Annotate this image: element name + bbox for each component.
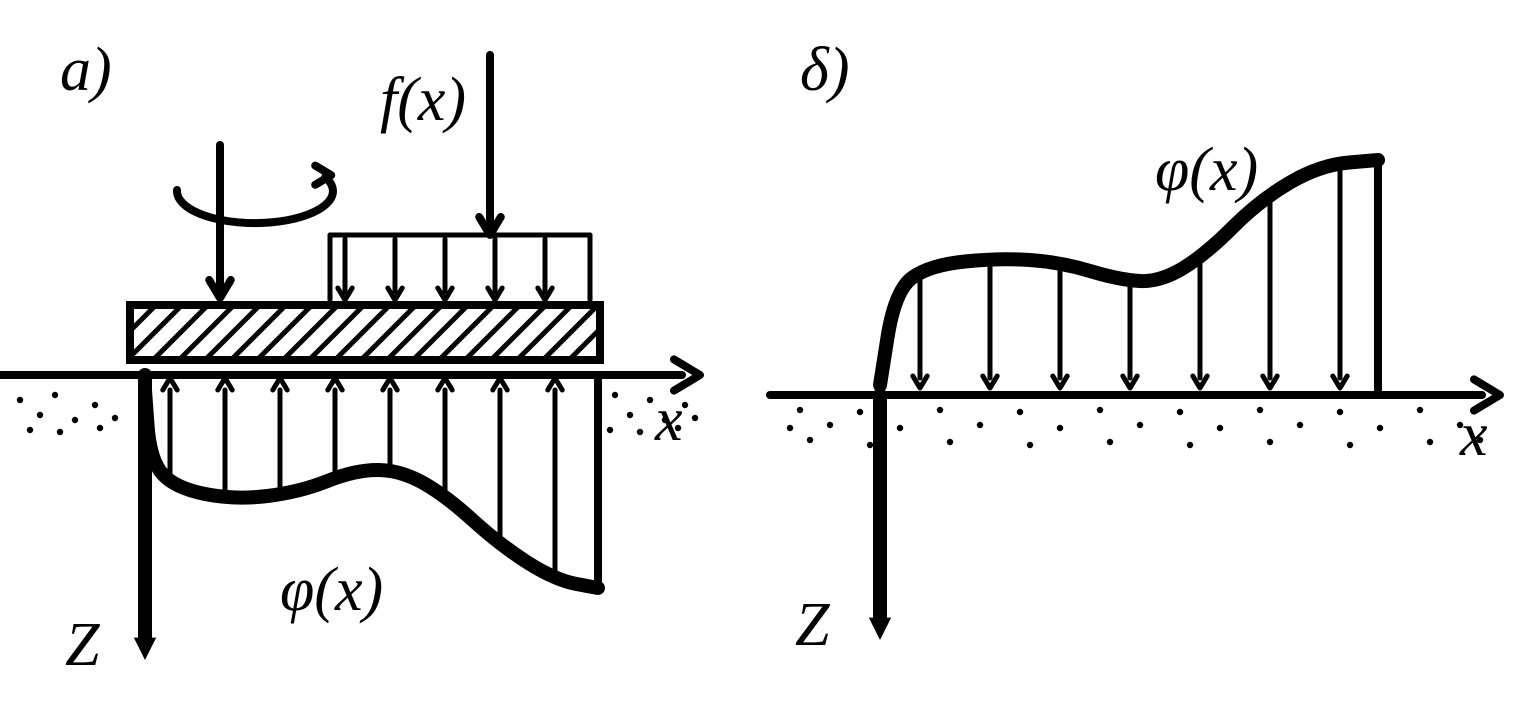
panel-a-f-label: f(х) bbox=[380, 65, 466, 136]
panel-a-x-axis-label: х bbox=[655, 385, 683, 456]
panel-a-label: а) bbox=[60, 35, 112, 106]
panel-b-phi-label: φ(х) bbox=[1155, 135, 1258, 206]
panel-a-z-axis-label: Z bbox=[65, 610, 99, 681]
panel-b-x-axis-label: х bbox=[1460, 400, 1488, 471]
panel-a-phi-label: φ(х) bbox=[280, 555, 383, 626]
panel-b-label: δ) bbox=[800, 35, 849, 106]
diagram-canvas bbox=[0, 0, 1515, 703]
panel-b-z-axis-label: Z bbox=[795, 590, 829, 661]
